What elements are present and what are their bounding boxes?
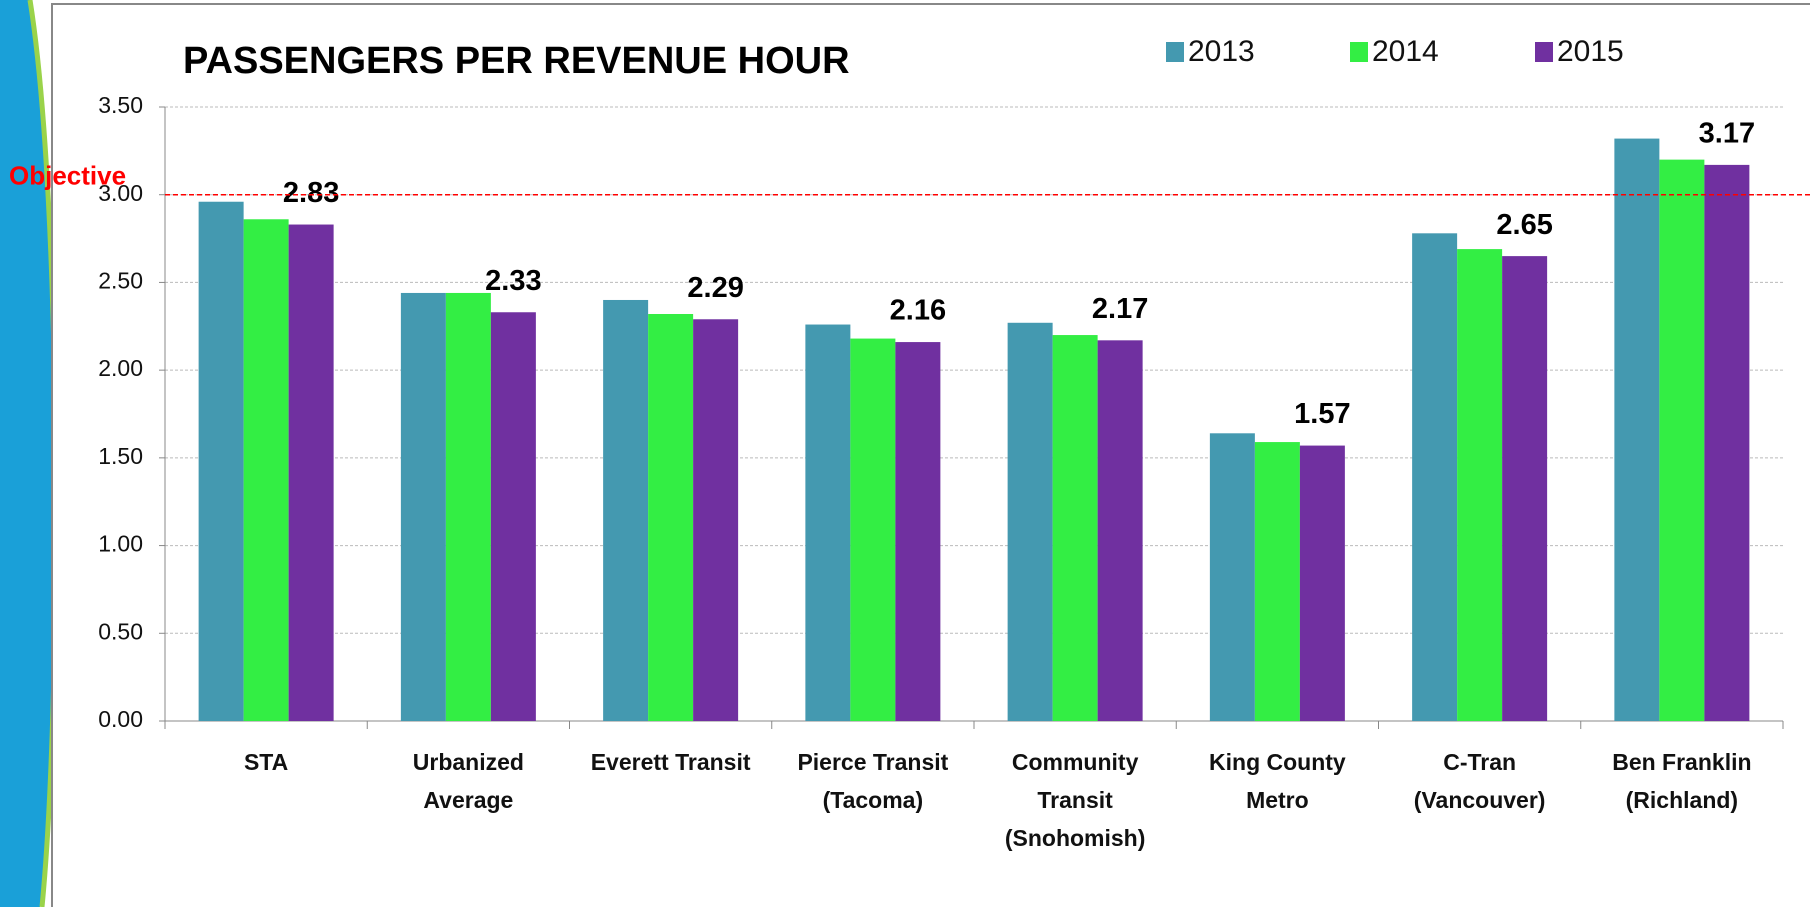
bar xyxy=(244,219,289,721)
x-tick-label: Ben Franklin (Richland) xyxy=(1582,743,1782,819)
data-label: 2.65 xyxy=(1496,209,1552,241)
bar xyxy=(1300,446,1345,721)
bar xyxy=(1614,139,1659,721)
data-label: 2.29 xyxy=(687,272,743,304)
x-tick-label: Pierce Transit (Tacoma) xyxy=(773,743,973,819)
bar xyxy=(850,339,895,721)
bar xyxy=(648,314,693,721)
bar xyxy=(1210,433,1255,721)
x-tick-label: Community Transit (Snohomish) xyxy=(975,743,1175,857)
data-label: 2.83 xyxy=(283,177,339,209)
bar xyxy=(1255,442,1300,721)
data-label: 1.57 xyxy=(1294,398,1350,430)
data-label: 2.33 xyxy=(485,265,541,297)
bar xyxy=(446,293,491,721)
objective-label: Objective xyxy=(9,161,126,191)
bar xyxy=(1502,256,1547,721)
bar xyxy=(1659,160,1704,721)
bar xyxy=(491,312,536,721)
data-label: 2.16 xyxy=(890,295,946,327)
page: PASSENGERS PER REVENUE HOUR 0.00 0.50 1.00… xyxy=(0,0,1810,907)
bar xyxy=(1098,340,1143,721)
y-tick-label: 0.50 xyxy=(98,618,143,644)
legend-label: 2015 xyxy=(1557,35,1624,68)
bar xyxy=(1412,233,1457,721)
x-tick-label: Urbanized Average xyxy=(368,743,568,819)
chart-title: PASSENGERS PER REVENUE HOUR xyxy=(183,40,850,82)
bar xyxy=(1704,165,1749,721)
x-tick-label: King County Metro xyxy=(1177,743,1377,819)
data-label: 3.17 xyxy=(1699,118,1755,150)
x-tick-label: STA xyxy=(166,743,366,781)
bar xyxy=(895,342,940,721)
bar xyxy=(1457,249,1502,721)
x-tick-label: C-Tran (Vancouver) xyxy=(1380,743,1580,819)
bar xyxy=(805,325,850,721)
bar xyxy=(693,319,738,721)
y-tick-label: 2.00 xyxy=(98,355,143,381)
bar xyxy=(1053,335,1098,721)
bar xyxy=(289,225,334,721)
bar xyxy=(603,300,648,721)
y-tick-label: 3.50 xyxy=(98,92,143,118)
y-tick-label: 2.50 xyxy=(98,268,143,294)
y-tick-label: 1.50 xyxy=(98,443,143,469)
legend-swatch xyxy=(1166,42,1184,62)
bar xyxy=(1008,323,1053,721)
legend-swatch xyxy=(1535,42,1553,62)
legend-label: 2014 xyxy=(1372,35,1439,68)
x-tick-label: Everett Transit xyxy=(571,743,771,781)
bar xyxy=(401,293,446,721)
y-tick-label: 1.00 xyxy=(98,531,143,557)
data-label: 2.17 xyxy=(1092,293,1148,325)
y-tick-label: 0.00 xyxy=(98,706,143,732)
bar xyxy=(199,202,244,721)
legend-swatch xyxy=(1350,42,1368,62)
legend-label: 2013 xyxy=(1188,35,1255,68)
